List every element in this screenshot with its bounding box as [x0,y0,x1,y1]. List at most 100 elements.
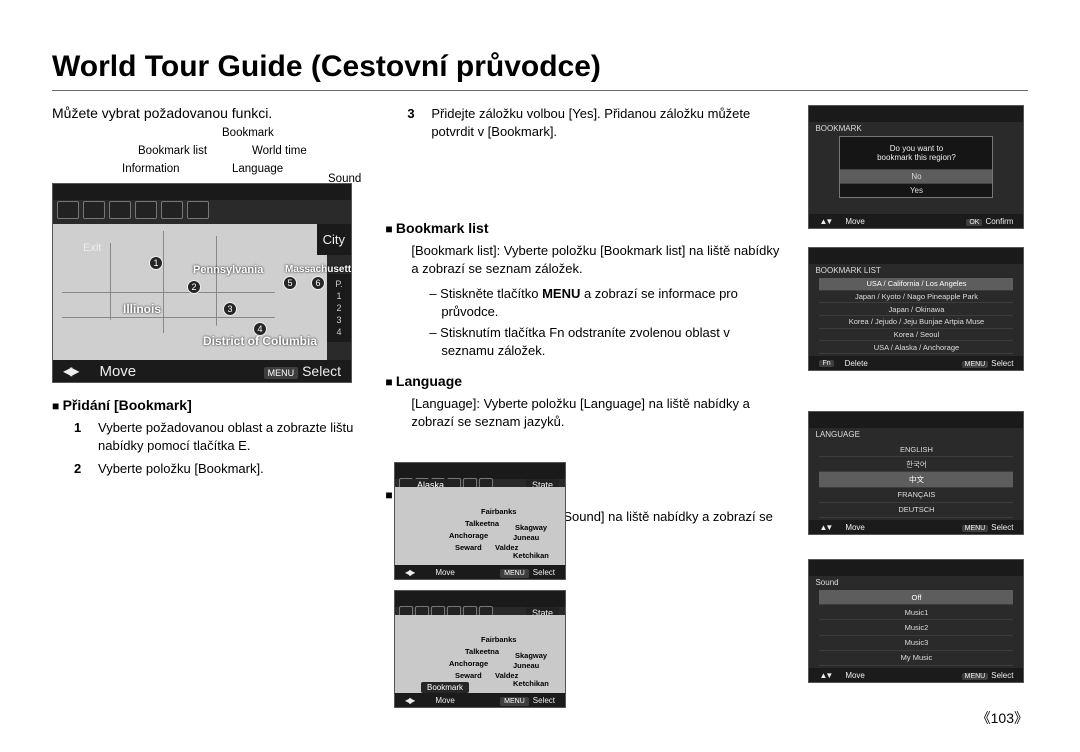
menu-chip: MENU [500,569,529,578]
exit-label: Exit [83,242,101,254]
list-row: DEUTSCH [819,503,1013,518]
step-1: 1Vyberte požadovanou oblast a zobrazte l… [74,419,361,454]
city-label: Fairbanks [481,635,516,644]
list-row: My Music [819,651,1013,666]
city-label: Anchorage [449,531,488,540]
city-label: Anchorage [449,659,488,668]
section-language-heading: Language [385,373,784,389]
city-label: Talkeetna [465,647,499,656]
panel-title: BOOKMARK LIST [815,266,880,275]
move-label: Move [845,217,865,226]
move-label: Move [435,696,455,705]
language-list: ENGLISH한국어中文FRANÇAISDEUTSCH [819,442,1013,518]
city-label: Skagway [515,523,547,532]
screenshot-main-map: Exit Pennsylvania Massachusetts Illinois… [52,183,352,383]
panel-title: BOOKMARK [815,124,861,133]
arrows-icon [819,217,837,226]
arrows-icon [405,568,419,577]
dialog-question: Do you want to bookmark this region? [840,137,992,169]
list-row: 한국어 [819,457,1013,472]
list-row: Music2 [819,620,1013,635]
language-body: [Language]: Vyberte položku [Language] n… [411,395,784,430]
select-label: Select [991,359,1013,368]
section-add-bookmark-heading: Přidání [Bookmark] [52,397,361,413]
side-page-indicator: P. 1 2 3 4 [327,274,351,342]
move-label: Move [99,363,136,380]
fn-chip: Fn [819,360,833,367]
callout-world-time: World time [252,145,307,157]
city-label: Ketchikan [513,679,549,688]
city-label: Ketchikan [513,551,549,560]
arrows-icon [819,671,837,680]
list-row: Music3 [819,636,1013,651]
list-row: Korea / Seoul [819,329,1013,342]
confirm-label: Confirm [985,217,1013,226]
map-label-illinois: Illinois [123,302,161,316]
delete-label: Delete [845,359,868,368]
intro-text: Můžete vybrat požadovanou funkci. [52,105,361,121]
page-title: World Tour Guide (Cestovní průvodce) [52,50,1028,91]
map-marker: 5 [283,276,297,290]
menu-chip: MENU [962,361,989,368]
bookmark-list-body: [Bookmark list]: Vyberte položku [Bookma… [411,242,784,277]
bookmark-popup: Bookmark [421,682,469,693]
map-marker: 3 [223,302,237,316]
callout-bookmark-list: Bookmark list [138,145,207,157]
city-label: Juneau [513,533,539,542]
info-icon [57,201,79,219]
arrows-icon [63,364,83,378]
panel-title: Sound [815,578,838,587]
bookmark-list-rows: USA / California / Los Angeles Japan / K… [819,278,1013,354]
callout-language: Language [232,163,283,175]
callout-labels: Bookmark Bookmark list World time Inform… [52,127,361,183]
dialog-option-yes: Yes [840,183,992,197]
list-row: 中文 [819,472,1013,487]
arrows-icon [819,523,837,532]
screenshot-bookmark-list: BOOKMARK LIST USA / California / Los Ang… [808,247,1024,371]
callout-bookmark: Bookmark [222,127,274,139]
screenshot-alaska-2: State Bookmark Fairbanks Talkeetna Skagw… [394,590,566,708]
list-row: Korea / Jejudo / Jeju Bunjae Artpia Muse [819,316,1013,329]
column-right: BOOKMARK Do you want to bookmark this re… [808,105,1028,683]
sound-icon [187,201,209,219]
map-marker: 2 [187,280,201,294]
list-row: FRANÇAIS [819,488,1013,503]
city-label: Seward [455,671,482,680]
list-row: Off [819,590,1013,605]
menu-chip: MENU [962,673,989,680]
ok-chip: OK [966,219,982,226]
map-label-pennsylvania: Pennsylvania [193,264,263,276]
move-label: Move [845,671,865,680]
world-time-icon [135,201,157,219]
screenshot-bottombar: Move MENUSelect [53,360,351,382]
select-label: Select [533,696,555,705]
section-bookmark-list-heading: Bookmark list [385,220,784,236]
panel-title: LANGUAGE [815,430,859,439]
list-row: Japan / Kyoto / Nago Pineapple Park [819,291,1013,304]
step-3: 3Přidejte záložku volbou [Yes]. Přidanou… [407,105,784,140]
list-row: Music1 [819,605,1013,620]
screenshot-alaska-1: Alaska State Fairbanks Talkeetna Skagway… [394,462,566,580]
step-2: 2Vyberte položku [Bookmark]. [74,460,361,478]
map-marker: 6 [311,276,325,290]
select-label: Select [991,671,1013,680]
sound-list: OffMusic1Music2Music3My Music [819,590,1013,666]
city-label: Seward [455,543,482,552]
select-label: Select [991,523,1013,532]
list-row: Japan / Okinawa [819,303,1013,316]
select-label: Select [302,363,341,379]
screenshot-bookmark-modal: BOOKMARK Do you want to bookmark this re… [808,105,1024,229]
list-row: ENGLISH [819,442,1013,457]
city-label: Juneau [513,661,539,670]
column-middle: 3Přidejte záložku volbou [Yes]. Přidanou… [385,105,784,683]
city-label: Skagway [515,651,547,660]
icon-toolbar [57,201,209,219]
menu-chip: MENU [264,367,299,379]
map-marker: 1 [149,256,163,270]
move-label: Move [845,523,865,532]
bookmark-list-dash2: Stisknutím tlačítka Fn odstraníte zvolen… [429,324,784,359]
bookmark-list-icon [83,201,105,219]
city-label: Fairbanks [481,507,516,516]
move-label: Move [435,568,455,577]
callout-information: Information [122,163,180,175]
